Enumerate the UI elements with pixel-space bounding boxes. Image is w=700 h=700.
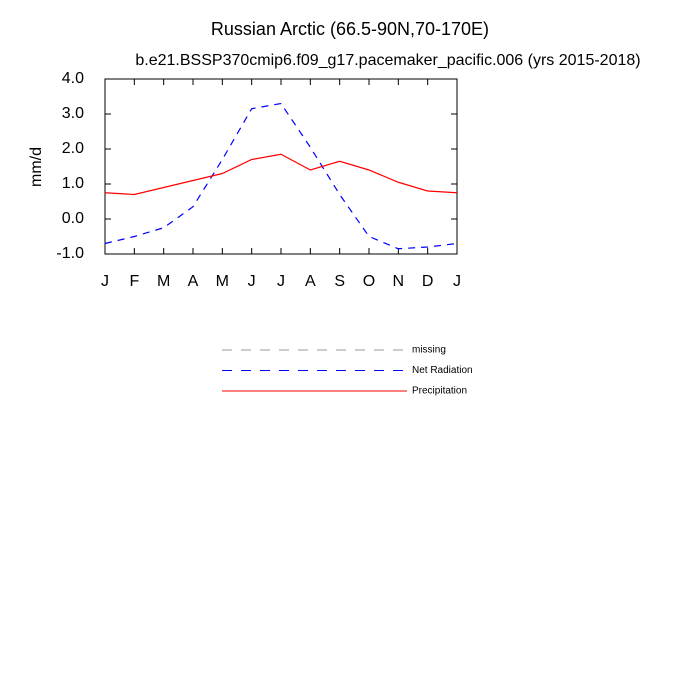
x-tick-label: J — [277, 273, 285, 290]
x-tick-label: F — [129, 273, 139, 290]
y-tick-label: 1.0 — [62, 175, 84, 192]
x-tick-label: A — [305, 273, 316, 290]
plot-frame — [104, 78, 458, 255]
x-tick-label: O — [363, 273, 375, 290]
chart-title: Russian Arctic (66.5-90N,70-170E) — [211, 19, 489, 39]
y-tick-label: 0.0 — [62, 210, 84, 227]
x-tick-label: M — [157, 273, 170, 290]
x-tick-label: J — [453, 273, 461, 290]
y-tick-label: -1.0 — [56, 245, 84, 262]
y-tick-label: 2.0 — [62, 140, 84, 157]
x-tick-label: A — [188, 273, 199, 290]
y-tick-label: 3.0 — [62, 105, 84, 122]
x-tick-label: D — [422, 273, 434, 290]
y-axis-label: mm/d — [28, 147, 45, 187]
x-tick-label: S — [334, 273, 345, 290]
legend-label: Net Radiation — [412, 365, 473, 376]
series-line — [104, 102, 458, 250]
legend-label: missing — [412, 345, 446, 356]
x-tick-label: J — [248, 273, 256, 290]
chart-subtitle: b.e21.BSSP370cmip6.f09_g17.pacemaker_pac… — [135, 52, 640, 69]
legend-label: Precipitation — [412, 386, 467, 397]
x-tick-label: N — [393, 273, 405, 290]
series-line — [104, 153, 458, 196]
x-tick-label: M — [216, 273, 229, 290]
x-tick-label: J — [101, 273, 109, 290]
y-tick-label: 4.0 — [62, 70, 84, 87]
